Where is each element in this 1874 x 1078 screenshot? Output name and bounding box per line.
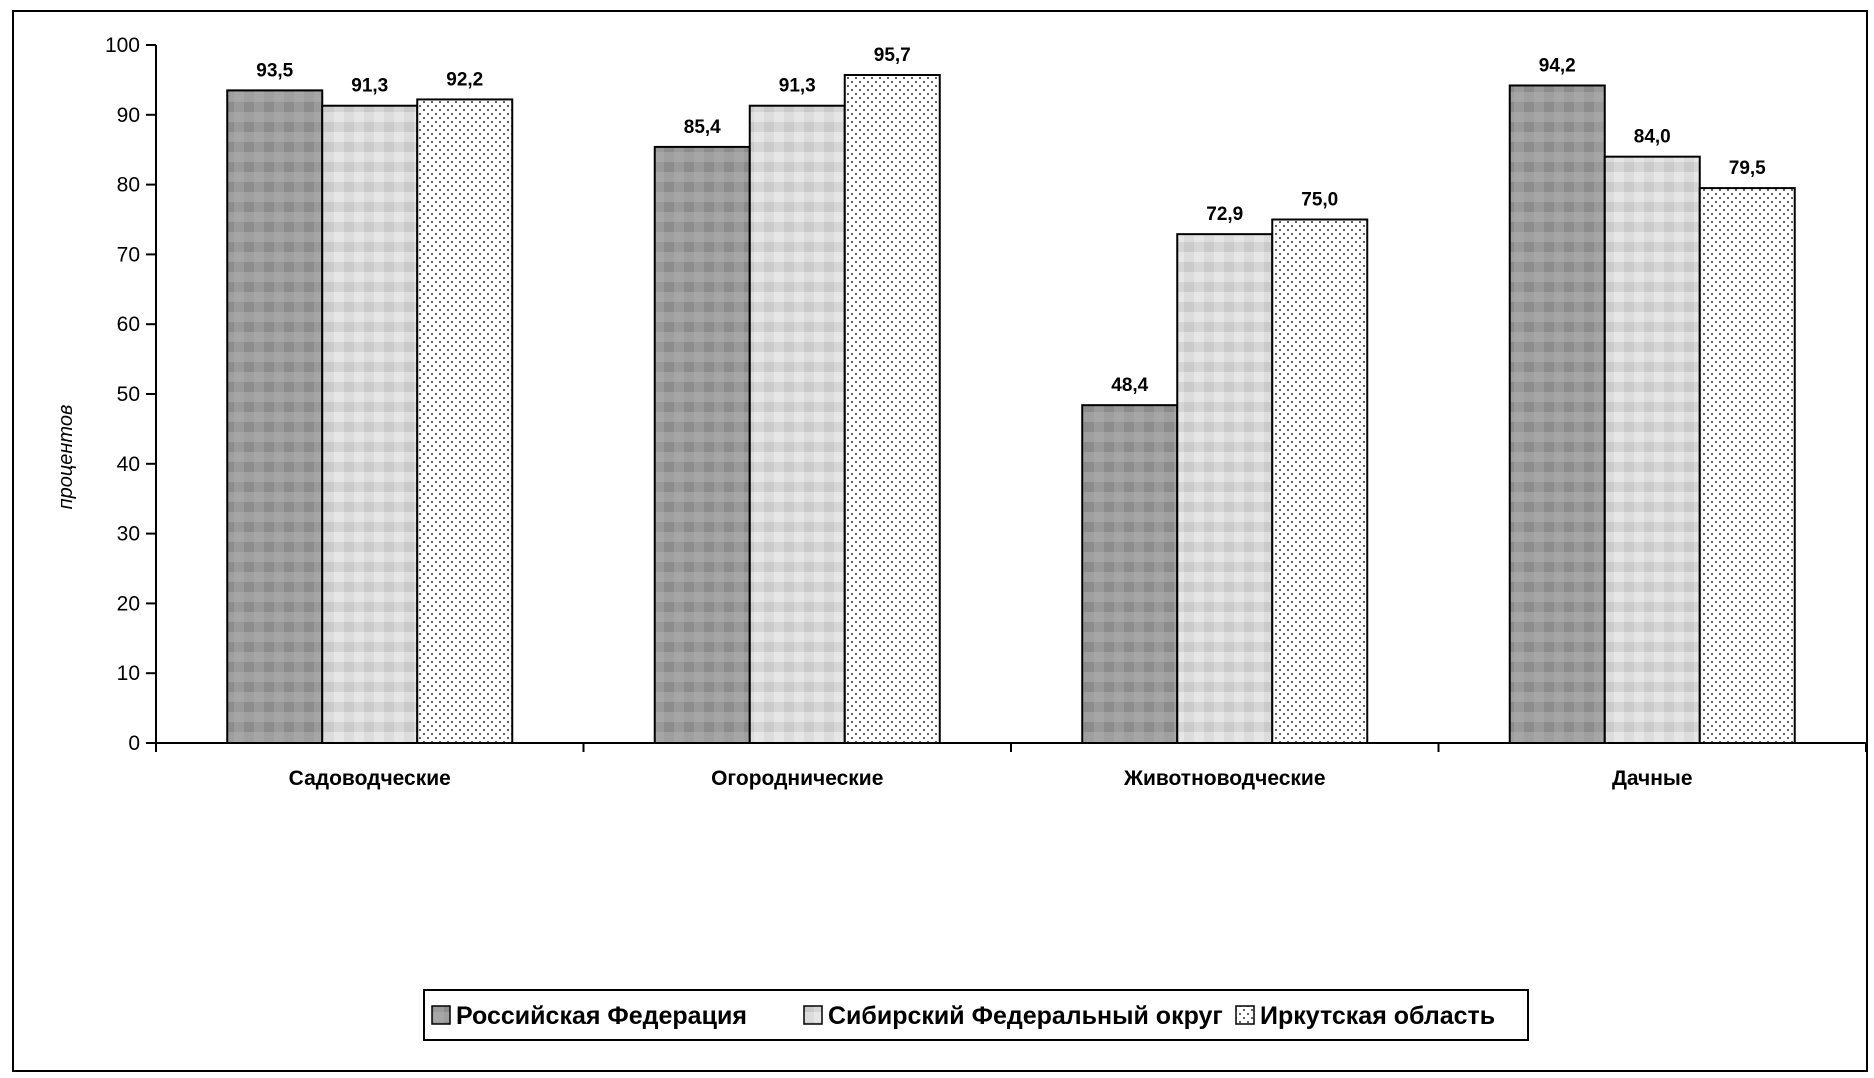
bar [1176,233,1274,745]
bar-value-label: 91,3 [351,76,388,97]
y-axis-title: процентов [55,405,77,510]
y-tick-label: 30 [117,523,140,546]
bar-value-label: 91,3 [779,76,816,97]
bar-value-label: 75,0 [1301,190,1338,211]
bar-value-label: 95,7 [874,45,911,66]
x-axis: Садоводческие Огороднические Животноводчес… [155,742,1867,790]
legend-entry: Сибирский Федеральный округ [828,1002,1223,1030]
category-label: Животноводческие [1123,767,1326,790]
bar [748,104,846,744]
bar-value-label: 79,5 [1729,158,1766,179]
bar [1603,155,1701,744]
y-tick-label: 100 [105,34,140,57]
bar-value-label: 48,4 [1111,375,1148,396]
y-tick-label: 50 [117,383,140,406]
bar [843,74,941,745]
y-tick-label: 0 [128,732,140,755]
category-label: Дачные [1612,767,1693,790]
bars [226,74,1796,745]
bar-value-label: 84,0 [1634,127,1671,148]
legend-box [423,989,1529,1041]
legend-entry: Иркутская область [1260,1002,1495,1030]
bar [653,145,751,744]
bar-value-label: 72,9 [1206,204,1243,225]
legend-entry: Российская Федерация [456,1002,747,1030]
y-tick-label: 70 [117,243,140,266]
data-labels: 93,5 91,3 92,2 85,4 91,3 95,7 48,4 72,9 75,0 94,2… [256,45,1766,396]
bar [1698,187,1796,744]
y-tick-label: 90 [117,104,140,127]
y-tick-label: 10 [117,662,140,685]
bar-value-label: 92,2 [446,69,483,90]
bar [1081,404,1179,744]
y-axis: 0 10 20 30 40 50 60 70 80 90 100 [105,34,157,755]
legend-swatch [431,1005,451,1025]
y-tick-label: 20 [117,592,140,615]
y-tick-label: 80 [117,174,140,197]
category-label: Садоводческие [289,767,451,790]
legend-swatch [803,1005,823,1025]
bar-chart: 0 10 20 30 40 50 60 70 80 90 100 Садоводческие Огор… [55,34,1867,1041]
category-label: Огороднические [711,767,883,790]
bar-value-label: 94,2 [1539,55,1576,76]
y-tick-label: 60 [117,313,140,336]
legend: Российская Федерация Сибирский Федеральны… [423,989,1529,1041]
bar-value-label: 85,4 [684,117,721,138]
bar-value-label: 93,5 [256,60,293,81]
bar [321,104,419,744]
y-tick-label: 40 [117,453,140,476]
chart-container: 0 10 20 30 40 50 60 70 80 90 100 Садоводческие Огор… [12,10,1868,1072]
legend-swatch [1235,1005,1255,1025]
bar [1271,218,1369,744]
bar [1508,84,1606,744]
bar [416,98,514,745]
bar [226,89,324,745]
